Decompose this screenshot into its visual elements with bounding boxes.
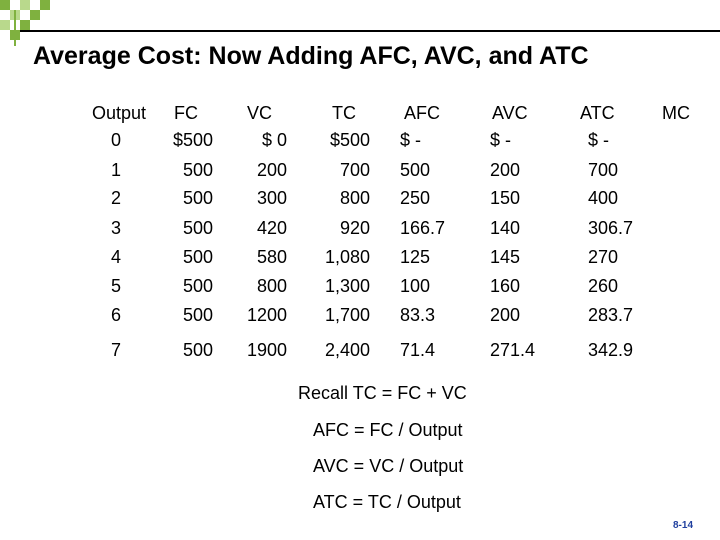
table-cell-tc: 920	[339, 218, 370, 238]
table-cell-vc: 800	[256, 276, 287, 296]
checker-square	[0, 0, 10, 10]
checker-square	[30, 10, 40, 20]
table-cell-avc: 145	[490, 247, 521, 267]
formula-atc: ATC = TC / Output	[313, 492, 461, 512]
column-header-avc: AVC	[492, 103, 528, 123]
column-header-output: Output	[92, 103, 147, 123]
table-cell-avc: 150	[490, 188, 521, 208]
table-cell-afc: $ -	[400, 130, 422, 150]
table-cell-tc: 1,700	[324, 305, 370, 325]
table-cell-afc: 166.7	[400, 218, 446, 238]
table-cell-output: 7	[110, 340, 121, 360]
table-cell-avc: 200	[490, 160, 521, 180]
table-cell-tc: 700	[339, 160, 370, 180]
table-cell-output: 2	[110, 188, 121, 208]
checker-square	[20, 20, 30, 30]
table-cell-afc: 71.4	[400, 340, 436, 360]
table-cell-tc: 1,300	[324, 276, 370, 296]
table-cell-output: 3	[110, 218, 121, 238]
table-cell-fc: 500	[182, 276, 213, 296]
slide-title: Average Cost: Now Adding AFC, AVC, and A…	[33, 42, 589, 70]
table-cell-output: 0	[110, 130, 121, 150]
table-cell-avc: 140	[490, 218, 521, 238]
checker-square	[20, 0, 30, 10]
table-cell-atc: 342.9	[588, 340, 634, 360]
table-cell-output: 4	[110, 247, 121, 267]
checker-square	[40, 0, 50, 10]
table-cell-output: 6	[110, 305, 121, 325]
table-cell-vc: $ 0	[261, 130, 287, 150]
table-cell-fc: 500	[182, 188, 213, 208]
table-cell-vc: 300	[256, 188, 287, 208]
table-cell-atc: 400	[588, 188, 619, 208]
checker-square	[0, 20, 10, 30]
table-cell-atc: 260	[588, 276, 619, 296]
column-header-atc: ATC	[580, 103, 615, 123]
table-cell-atc: 700	[588, 160, 619, 180]
table-cell-output: 1	[110, 160, 121, 180]
table-cell-fc: 500	[182, 160, 213, 180]
table-cell-avc: 160	[490, 276, 521, 296]
table-cell-afc: 500	[400, 160, 431, 180]
column-header-fc: FC	[174, 103, 198, 123]
table-cell-vc: 200	[256, 160, 287, 180]
table-cell-avc: 200	[490, 305, 521, 325]
table-cell-avc: $ -	[490, 130, 512, 150]
column-header-afc: AFC	[404, 103, 440, 123]
table-cell-afc: 100	[400, 276, 431, 296]
table-cell-tc: $500	[329, 130, 370, 150]
table-cell-tc: 1,080	[324, 247, 370, 267]
table-cell-fc: 500	[182, 305, 213, 325]
column-header-tc: TC	[332, 103, 356, 123]
table-cell-output: 5	[110, 276, 121, 296]
table-cell-avc: 271.4	[490, 340, 536, 360]
column-header-vc: VC	[247, 103, 273, 123]
table-cell-fc: 500	[182, 247, 213, 267]
table-cell-vc: 1200	[246, 305, 287, 325]
table-cell-fc: $500	[172, 130, 213, 150]
formula-afc: AFC = FC / Output	[313, 420, 463, 440]
table-cell-tc: 800	[339, 188, 370, 208]
table-cell-fc: 500	[182, 218, 213, 238]
table-cell-atc: 283.7	[588, 305, 634, 325]
formula-avc: AVC = VC / Output	[313, 456, 464, 476]
table-cell-vc: 1900	[246, 340, 287, 360]
table-cell-vc: 580	[256, 247, 287, 267]
table-cell-afc: 83.3	[400, 305, 436, 325]
table-cell-tc: 2,400	[324, 340, 370, 360]
page-number: 8-14	[673, 520, 694, 531]
table-cell-afc: 125	[400, 247, 431, 267]
title-rule	[20, 30, 720, 32]
checkerboard-decoration	[0, 0, 60, 40]
table-cell-vc: 420	[256, 218, 287, 238]
table-cell-atc: 270	[588, 247, 619, 267]
table-cell-atc: 306.7	[588, 218, 634, 238]
table-cell-afc: 250	[400, 188, 431, 208]
accent-vertical-line	[14, 10, 16, 46]
formula-recall: Recall TC = FC + VC	[298, 383, 467, 403]
column-header-mc: MC	[662, 103, 690, 123]
table-cell-atc: $ -	[588, 130, 610, 150]
table-cell-fc: 500	[182, 340, 213, 360]
